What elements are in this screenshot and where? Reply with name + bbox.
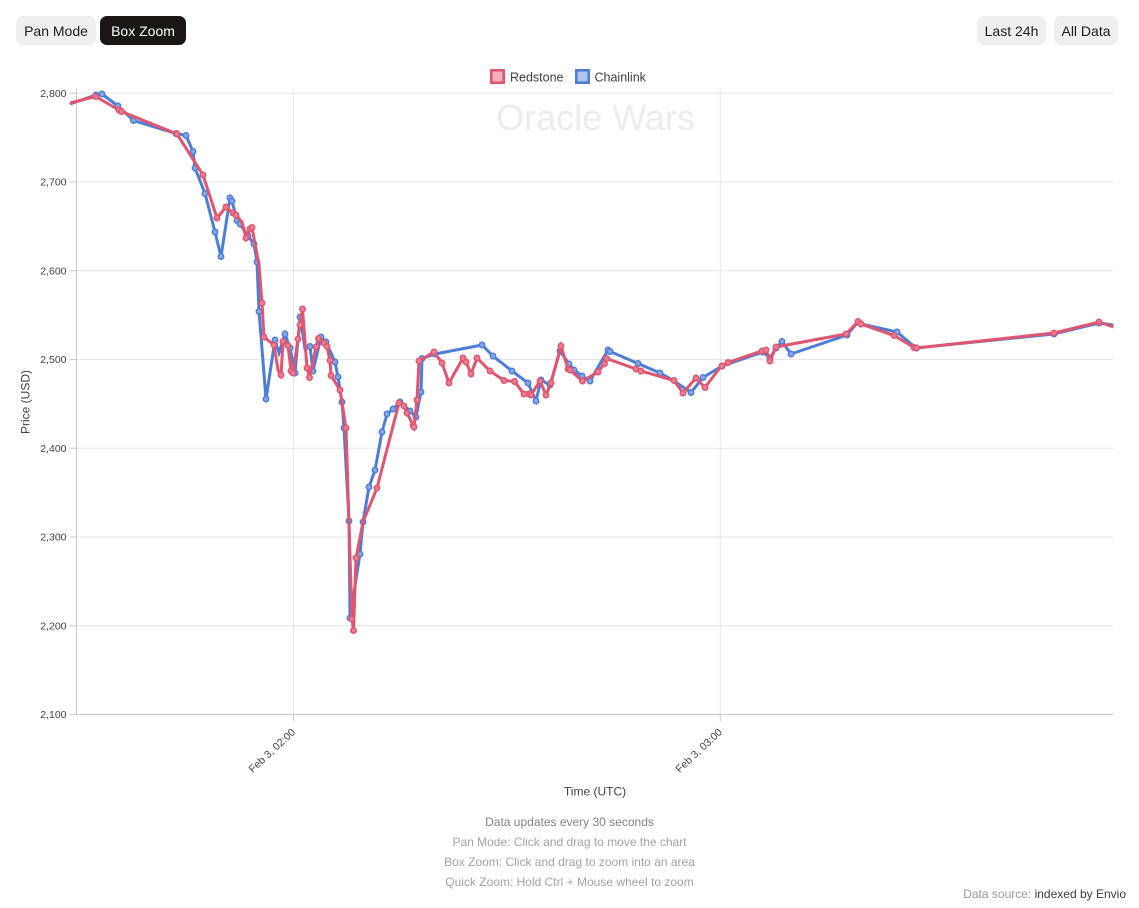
svg-text:2,800: 2,800: [40, 88, 66, 100]
svg-text:Oracle Wars: Oracle Wars: [496, 97, 695, 138]
svg-text:2,600: 2,600: [40, 265, 66, 277]
svg-text:2,200: 2,200: [40, 620, 66, 632]
svg-text:Redstone: Redstone: [510, 71, 564, 85]
svg-text:Feb 3, 03:00: Feb 3, 03:00: [674, 726, 725, 775]
svg-text:Feb 3, 02:00: Feb 3, 02:00: [247, 726, 298, 775]
svg-text:2,400: 2,400: [40, 443, 66, 455]
svg-text:Price (USD): Price (USD): [19, 370, 33, 434]
svg-text:2,500: 2,500: [40, 354, 66, 366]
svg-text:Chainlink: Chainlink: [595, 71, 647, 85]
svg-text:2,100: 2,100: [40, 709, 66, 721]
svg-text:2,300: 2,300: [40, 532, 66, 544]
svg-text:2,700: 2,700: [40, 177, 66, 189]
svg-text:Time (UTC): Time (UTC): [564, 785, 626, 799]
